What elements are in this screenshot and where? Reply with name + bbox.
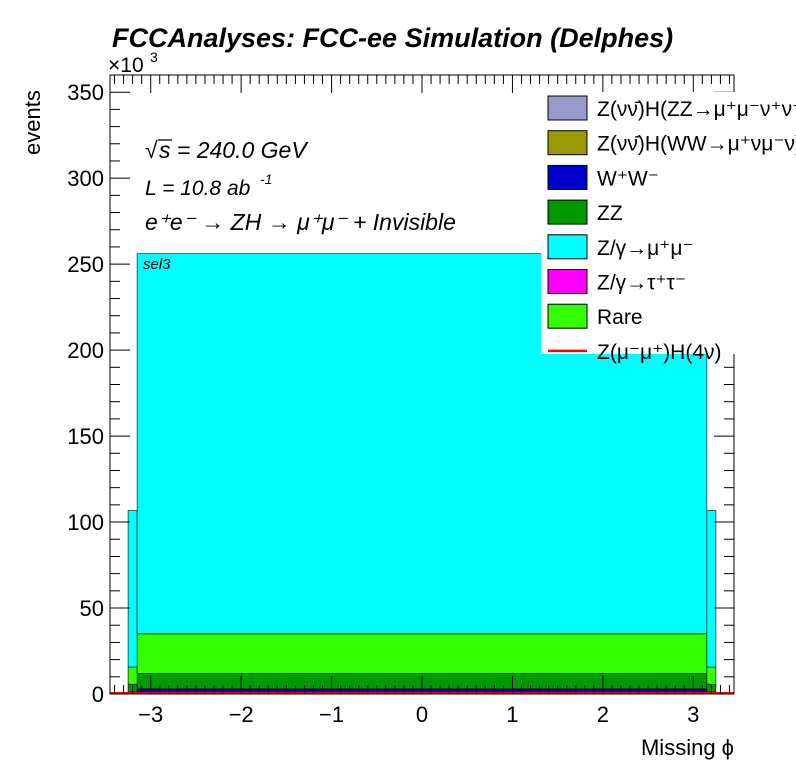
legend-swatch-3 xyxy=(547,199,588,225)
legend-swatch-5 xyxy=(547,269,588,294)
bar-6-0 xyxy=(127,510,138,668)
sqrt-symbol: √ xyxy=(145,137,158,163)
x-tick-label: 2 xyxy=(597,702,609,727)
legend-label-5: Z/γ→τ⁺τ⁻ xyxy=(597,272,686,295)
y-tick-label: 150 xyxy=(67,424,104,449)
bar-4-0 xyxy=(127,666,138,685)
x-tick-label: −2 xyxy=(229,702,254,727)
x-tick-label: 3 xyxy=(687,702,699,727)
bar-6-2 xyxy=(706,510,717,668)
lumi-annotation: L = 10.8 ab -1 xyxy=(145,171,272,200)
x-tick-label: 1 xyxy=(506,702,518,727)
legend: Z(νν̄)H(ZZ→μ⁺μ⁻ν⁺ν⁻) Z(νν̄)H(WW→μ⁺νμ⁻ν) W⁺… xyxy=(541,92,796,364)
y-tick-label: 200 xyxy=(67,338,104,363)
lumi-power: -1 xyxy=(260,171,272,187)
y-tick-label: 300 xyxy=(67,166,104,191)
legend-label-7: Z(μ⁻μ⁺)H(4ν) xyxy=(597,341,722,364)
legend-label-3: ZZ xyxy=(597,202,623,225)
annotations: √ s = 240.0 GeV L = 10.8 ab -1 e⁺e⁻ → ZH… xyxy=(143,137,456,273)
bar-4-2 xyxy=(706,666,717,685)
axis-ticks: 0 50 100 150 200 250 300 350 −3 −2 −1 0 1 2 3 xyxy=(67,75,734,727)
legend-swatch-1 xyxy=(547,130,588,156)
selection-label: sel3 xyxy=(143,256,171,273)
legend-swatch-6 xyxy=(547,303,588,329)
x-axis-label: Missing ϕ xyxy=(641,735,734,760)
y-tick-label: 0 xyxy=(92,682,104,707)
x-tick-label: 0 xyxy=(416,702,428,727)
x-tick-label: −1 xyxy=(319,702,344,727)
legend-swatch-4 xyxy=(547,234,588,260)
y-axis-label: events xyxy=(20,90,45,155)
legend-label-0: Z(νν̄)H(ZZ→μ⁺μ⁻ν⁺ν⁻) xyxy=(597,98,796,121)
y-tick-label: 50 xyxy=(80,596,104,621)
process-text: e⁺e⁻ → ZH → μ⁺μ⁻ + Invisible xyxy=(145,209,456,235)
y-tick-label: 350 xyxy=(67,80,104,105)
legend-swatch-0 xyxy=(547,95,588,121)
y-tick-label: 250 xyxy=(67,252,104,277)
y-axis-exponent: ×10 3 xyxy=(108,49,158,77)
legend-label-1: Z(νν̄)H(WW→μ⁺νμ⁻ν) xyxy=(597,133,796,156)
legend-label-2: W⁺W⁻ xyxy=(597,167,659,190)
y-tick-label: 100 xyxy=(67,510,104,535)
energy-annotation: √ s = 240.0 GeV xyxy=(145,137,309,163)
legend-swatch-2 xyxy=(547,164,588,190)
x-tick-label: −3 xyxy=(138,702,163,727)
y-exponent-label: ×10 xyxy=(108,54,144,77)
legend-label-6: Rare xyxy=(597,306,643,329)
lumi-text: L = 10.8 ab xyxy=(145,177,251,200)
bar-4-1 xyxy=(136,633,708,674)
chart-title: FCCAnalyses: FCC-ee Simulation (Delphes) xyxy=(112,23,673,53)
legend-label-4: Z/γ→μ⁺μ⁻ xyxy=(597,237,694,260)
energy-text: s = 240.0 GeV xyxy=(159,137,309,163)
y-exponent-power: 3 xyxy=(150,49,158,65)
